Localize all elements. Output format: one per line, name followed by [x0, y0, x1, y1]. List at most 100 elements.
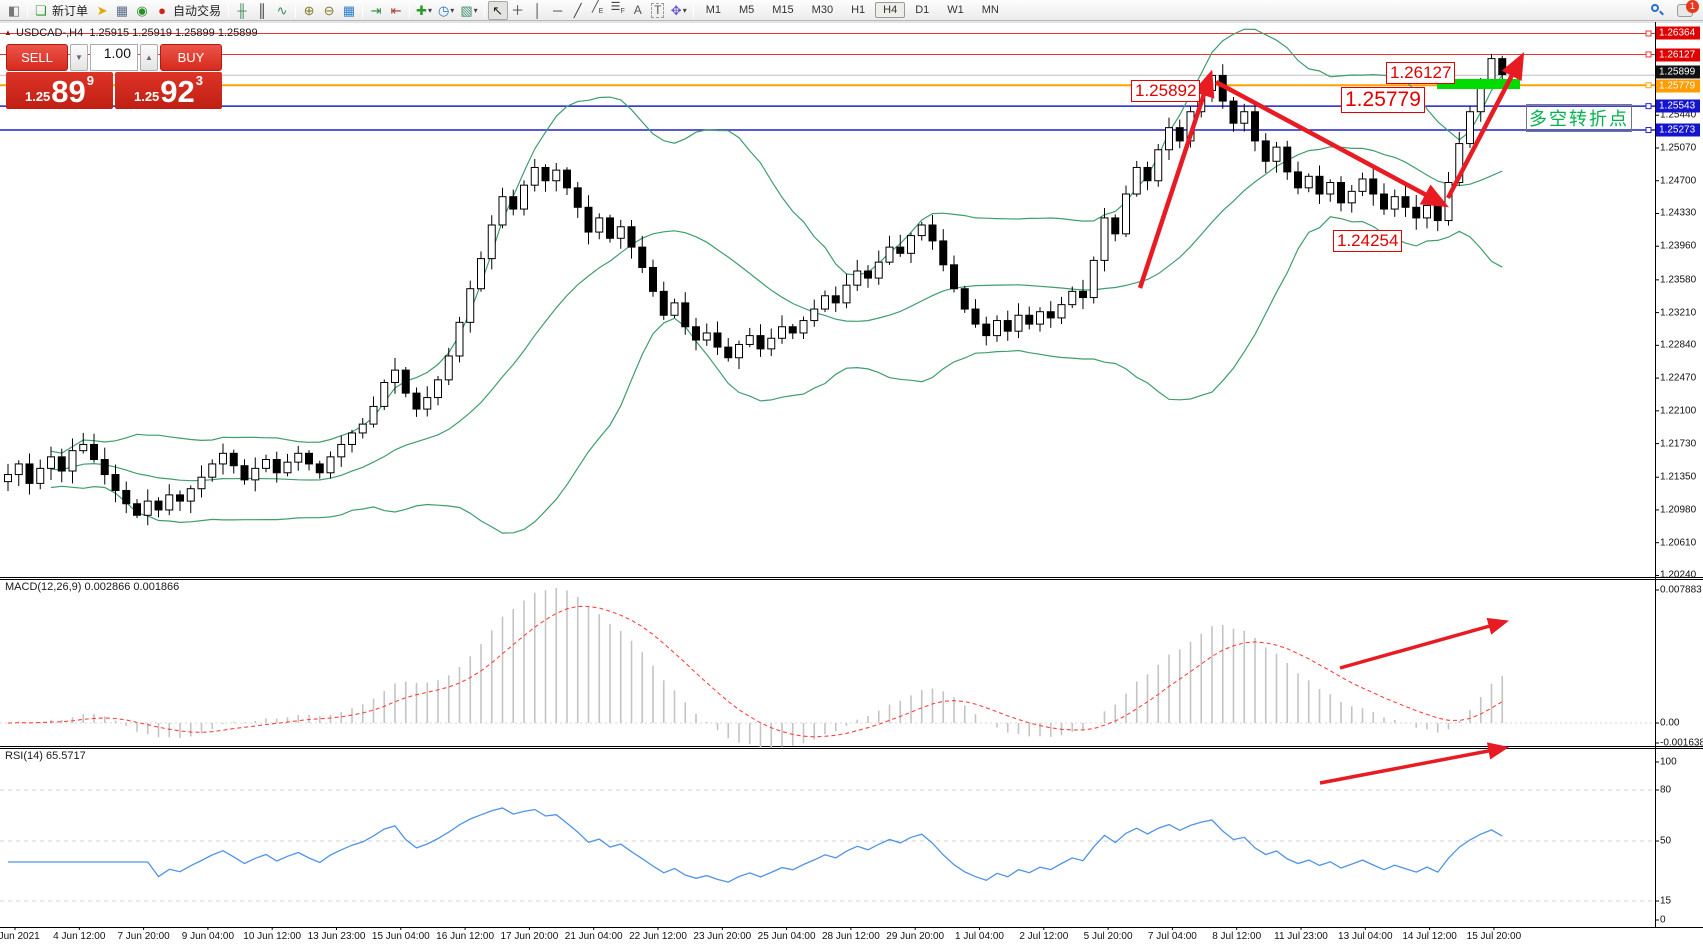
new-order-button[interactable]: ❏ [31, 1, 51, 20]
price-tag: 1.25779 [1656, 79, 1700, 93]
sell-price-display[interactable]: 1.25 89 9 [6, 72, 113, 109]
date-tick-label: 17 Jun 20:00 [500, 931, 559, 942]
volume-down-button[interactable]: ▼ [70, 44, 88, 71]
volume-up-button[interactable]: ▲ [140, 44, 158, 71]
autotrade-button[interactable]: ● [152, 1, 172, 20]
chart-shift-button[interactable]: ⇤ [386, 1, 406, 20]
fibonacci-button[interactable]: ☰F [608, 1, 628, 20]
chevron-down-icon: ▾ [682, 5, 687, 15]
toolbar-separator [362, 2, 364, 18]
volume-input[interactable]: 1.00 [90, 44, 138, 71]
cursor-button[interactable]: ↖ [487, 0, 508, 20]
date-tick-label: 2 Jul 12:00 [1019, 931, 1069, 942]
buy-button[interactable]: BUY [160, 44, 222, 71]
zoom-out-button[interactable]: ⊖ [319, 1, 339, 20]
annotation-target-price[interactable]: 1.26127 [1386, 62, 1456, 84]
annotation-turning-point[interactable]: 多空转折点 [1526, 104, 1632, 132]
data-window-icon: ▦ [115, 2, 129, 18]
search-button[interactable] [1647, 1, 1667, 20]
candlestick-chart-icon: ║ [257, 2, 267, 18]
autotrade-label[interactable]: 自动交易 [173, 3, 222, 18]
trade-panel-controls: SELL ▼ 1.00 ▲ BUY [6, 44, 222, 71]
text-button[interactable]: A [628, 1, 648, 20]
crosshair-button[interactable]: ＋ [508, 1, 528, 20]
timeframe-m1[interactable]: M1 [705, 4, 721, 16]
toolbar-separator [483, 2, 485, 18]
crosshair-icon: ＋ [511, 2, 525, 18]
vertical-line-button[interactable]: │ [528, 1, 548, 20]
sell-price-big: 89 [51, 74, 86, 109]
date-tick-label: 13 Jul 04:00 [1338, 931, 1393, 942]
shapes-button[interactable]: ✥ ▾ [668, 1, 690, 20]
timeframe-mn[interactable]: MN [981, 4, 999, 16]
shapes-icon: ✥ [670, 2, 682, 18]
annotation-entry-price[interactable]: 1.25779 [1341, 87, 1425, 113]
text-label-button[interactable]: T [648, 1, 668, 20]
rsi-tick-label: 50 [1660, 835, 1672, 847]
timeframe-h1[interactable]: H1 [851, 4, 866, 16]
chart-window: ▲ USDCAD-,H4 1.25915 1.25919 1.25899 1.2… [0, 21, 1703, 945]
line-chart-icon: ∿ [276, 2, 288, 18]
buy-price-main: 1.25 [133, 89, 160, 104]
chevron-down-icon: ▾ [473, 5, 478, 15]
new-order-label[interactable]: 新订单 [52, 3, 89, 18]
annotation-peak-price[interactable]: 1.25892 [1131, 80, 1201, 102]
date-tick-label: 14 Jul 12:00 [1402, 931, 1457, 942]
trendline-button[interactable]: ╱ [568, 1, 588, 20]
timeframe-d1[interactable]: D1 [915, 4, 930, 16]
price-tick-label: 1.21350 [1660, 471, 1697, 483]
price-tag: 1.25273 [1656, 123, 1700, 137]
timeframe-m5[interactable]: M5 [738, 4, 755, 16]
periods-button[interactable]: ◷ ▾ [435, 1, 457, 20]
buy-price-display[interactable]: 1.25 92 3 [115, 72, 222, 109]
buy-price-sup: 3 [195, 73, 204, 88]
channel-button[interactable]: ╱E [588, 1, 608, 20]
horizontal-line-button[interactable]: ─ [548, 1, 568, 20]
timeframe-m15[interactable]: M15 [772, 4, 794, 16]
vertical-line-icon: │ [533, 2, 542, 18]
signals-button[interactable]: ◉ [132, 1, 152, 20]
price-tick-label: 1.21730 [1660, 438, 1697, 450]
search-icon [1650, 3, 1664, 17]
date-tick-label: 15 Jul 20:00 [1466, 931, 1522, 942]
annotation-low-price[interactable]: 1.24254 [1333, 230, 1403, 252]
zoom-in-button[interactable]: ⊕ [299, 1, 319, 20]
tile-windows-icon: ▦ [342, 2, 356, 18]
timeframe-w1[interactable]: W1 [947, 4, 964, 16]
cursor-icon: ↖ [492, 2, 504, 18]
market-watch-icon: ➤ [96, 2, 108, 18]
date-tick-label: 16 Jun 12:00 [436, 931, 495, 942]
indicators-icon: ✚ [416, 2, 427, 18]
date-tick-label: 7 Jul 04:00 [1147, 931, 1197, 942]
rsi-tick-label: 15 [1660, 895, 1672, 907]
sell-button[interactable]: SELL [6, 44, 68, 71]
chart-context-icon[interactable]: ▲ [4, 28, 12, 37]
candlestick-chart-button[interactable]: ║ [252, 1, 272, 20]
buy-price-big: 92 [160, 74, 195, 109]
chart-canvas [0, 21, 1703, 930]
price-tick-label: 1.22100 [1660, 405, 1697, 417]
auto-scroll-button[interactable]: ⇥ [366, 1, 386, 20]
indicators-button[interactable]: ✚ ▾ [413, 1, 435, 20]
rsi-pane-label: RSI(14) 65.5717 [5, 750, 86, 762]
tile-windows-button[interactable]: ▦ [339, 1, 359, 20]
date-tick-label: 21 Jun 04:00 [564, 931, 623, 942]
rsi-tick-label: 80 [1660, 784, 1672, 796]
price-tag: 1.26364 [1656, 26, 1700, 40]
timeframe-m30[interactable]: M30 [811, 4, 834, 16]
bar-chart-button[interactable]: ╫ [232, 1, 252, 20]
macd-tick-label: 0.007883 [1660, 584, 1702, 596]
chart-icon: ◧ [7, 2, 21, 18]
price-tick-label: 1.20240 [1660, 569, 1697, 581]
date-tick-label: 29 Jun 20:00 [886, 931, 945, 942]
data-window-button[interactable]: ▦ [112, 1, 132, 20]
chat-button[interactable]: 1 [1677, 0, 1699, 17]
sell-price-sup: 9 [86, 73, 95, 88]
timeframe-h4[interactable]: H4 [875, 2, 906, 18]
templates-button[interactable]: ▧ ▾ [457, 1, 480, 20]
market-watch-button[interactable]: ➤ [92, 1, 112, 20]
line-chart-button[interactable]: ∿ [272, 1, 292, 20]
chart-window-icon[interactable]: ◧ [4, 1, 24, 20]
chart-shift-icon: ⇤ [390, 2, 402, 18]
trendline-icon: ╱ [573, 2, 582, 18]
